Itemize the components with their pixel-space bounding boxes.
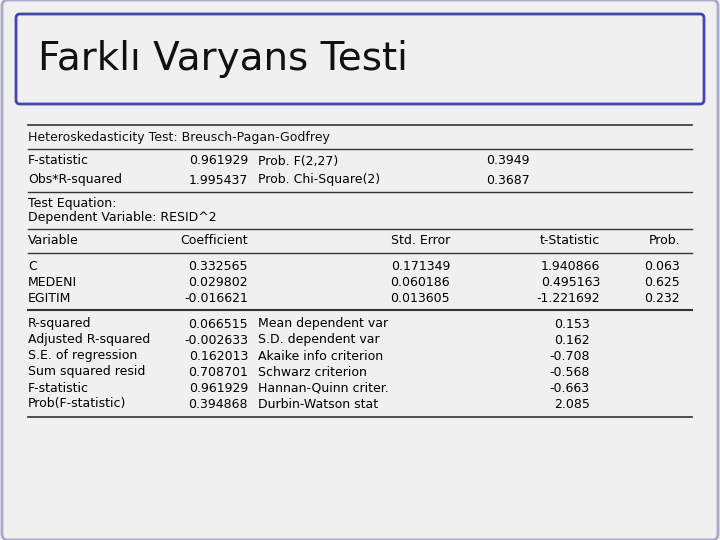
Text: Std. Error: Std. Error [391, 234, 450, 247]
Text: Farklı Varyans Testi: Farklı Varyans Testi [38, 40, 408, 78]
FancyBboxPatch shape [16, 14, 704, 104]
Text: R-squared: R-squared [28, 318, 91, 330]
Text: 0.961929: 0.961929 [189, 154, 248, 167]
Text: 0.3949: 0.3949 [487, 154, 530, 167]
Text: 0.625: 0.625 [644, 275, 680, 288]
Text: t-Statistic: t-Statistic [540, 234, 600, 247]
Text: 0.162: 0.162 [554, 334, 590, 347]
Text: EGITIM: EGITIM [28, 292, 71, 305]
Text: Dependent Variable: RESID^2: Dependent Variable: RESID^2 [28, 211, 217, 224]
Text: F-statistic: F-statistic [28, 381, 89, 395]
Text: Prob.: Prob. [649, 234, 680, 247]
Text: Akaike info criterion: Akaike info criterion [258, 349, 383, 362]
Text: 0.153: 0.153 [554, 318, 590, 330]
Text: Adjusted R-squared: Adjusted R-squared [28, 334, 150, 347]
Text: Coefficient: Coefficient [181, 234, 248, 247]
Text: 0.171349: 0.171349 [391, 260, 450, 273]
Text: MEDENI: MEDENI [28, 275, 77, 288]
Text: 0.332565: 0.332565 [189, 260, 248, 273]
Text: 0.063: 0.063 [644, 260, 680, 273]
Text: -0.663: -0.663 [550, 381, 590, 395]
Text: 0.029802: 0.029802 [189, 275, 248, 288]
Text: 0.066515: 0.066515 [189, 318, 248, 330]
Text: S.D. dependent var: S.D. dependent var [258, 334, 379, 347]
Text: Sum squared resid: Sum squared resid [28, 366, 145, 379]
Text: F-statistic: F-statistic [28, 154, 89, 167]
Text: -0.568: -0.568 [549, 366, 590, 379]
Text: 0.013605: 0.013605 [390, 292, 450, 305]
Text: 0.060186: 0.060186 [390, 275, 450, 288]
Text: 1.995437: 1.995437 [189, 173, 248, 186]
Text: 0.162013: 0.162013 [189, 349, 248, 362]
Text: Variable: Variable [28, 234, 78, 247]
Text: C: C [28, 260, 37, 273]
Text: 0.394868: 0.394868 [189, 397, 248, 410]
Text: 0.495163: 0.495163 [541, 275, 600, 288]
Text: 0.232: 0.232 [644, 292, 680, 305]
Text: Heteroskedasticity Test: Breusch-Pagan-Godfrey: Heteroskedasticity Test: Breusch-Pagan-G… [28, 131, 330, 144]
Text: Prob(F-statistic): Prob(F-statistic) [28, 397, 127, 410]
Text: Obs*R-squared: Obs*R-squared [28, 173, 122, 186]
Text: -0.016621: -0.016621 [184, 292, 248, 305]
Text: Test Equation:: Test Equation: [28, 197, 117, 210]
Text: Schwarz criterion: Schwarz criterion [258, 366, 367, 379]
Text: 1.940866: 1.940866 [541, 260, 600, 273]
Text: 0.3687: 0.3687 [486, 173, 530, 186]
Text: -0.002633: -0.002633 [184, 334, 248, 347]
Text: -1.221692: -1.221692 [536, 292, 600, 305]
Text: 0.708701: 0.708701 [188, 366, 248, 379]
Text: Prob. Chi-Square(2): Prob. Chi-Square(2) [258, 173, 380, 186]
Text: Hannan-Quinn criter.: Hannan-Quinn criter. [258, 381, 389, 395]
Text: Prob. F(2,27): Prob. F(2,27) [258, 154, 338, 167]
Text: Durbin-Watson stat: Durbin-Watson stat [258, 397, 378, 410]
Text: Mean dependent var: Mean dependent var [258, 318, 388, 330]
Text: 2.085: 2.085 [554, 397, 590, 410]
Text: 0.961929: 0.961929 [189, 381, 248, 395]
Text: S.E. of regression: S.E. of regression [28, 349, 138, 362]
Text: -0.708: -0.708 [549, 349, 590, 362]
